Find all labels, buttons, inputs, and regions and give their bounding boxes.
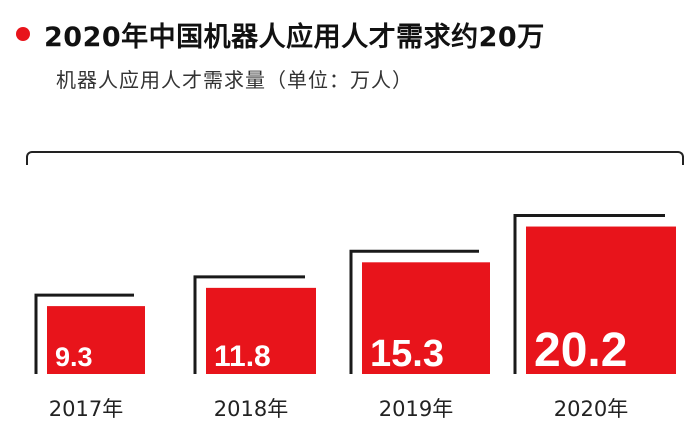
bullet-dot-icon (16, 27, 30, 41)
category-tick-label: 2019年 (379, 397, 453, 421)
bar-value-label: 15.3 (370, 333, 444, 375)
category-tick-label: 2018年 (214, 397, 288, 421)
bar-frame-3 (349, 249, 479, 374)
bar-value-label: 9.3 (55, 342, 93, 372)
category-tick-label: 2017年 (49, 397, 123, 421)
bar-value-label: 20.2 (534, 324, 627, 377)
bar-4 (526, 226, 676, 374)
bar-3 (362, 262, 490, 374)
bar-frame-2 (193, 275, 305, 374)
bar-1 (47, 306, 145, 374)
bar-2 (206, 287, 316, 374)
chart-title: 2020年中国机器人应用人才需求约20万 (44, 21, 545, 53)
chart-top-frame (26, 151, 684, 165)
bar-value-label: 11.8 (214, 340, 271, 373)
category-tick-label: 2020年 (554, 397, 628, 421)
chart-subtitle: 机器人应用人才需求量（单位：万人） (56, 68, 413, 92)
bar-frame-4 (513, 214, 665, 374)
bar-frame-1 (34, 293, 134, 374)
chart-title-row: 2020年中国机器人应用人才需求约20万 (16, 12, 545, 56)
